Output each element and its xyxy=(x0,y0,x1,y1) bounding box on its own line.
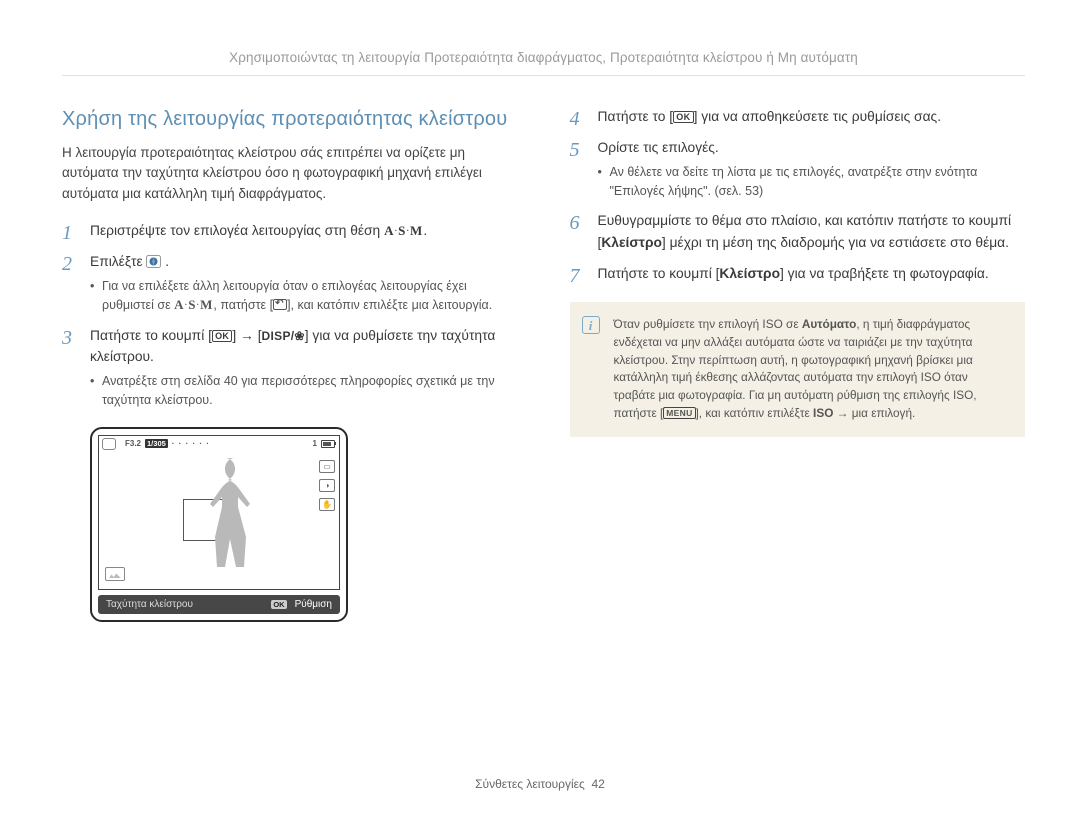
ok-icon: OK xyxy=(271,600,286,609)
step-2-sub: Για να επιλέξετε άλλη λειτουργία όταν ο … xyxy=(90,277,518,316)
lcd-bottom-bar: Ταχύτητα κλείστρου OK Ρύθμιση xyxy=(98,595,340,614)
ok-icon: OK xyxy=(673,111,693,123)
step-3: Πατήστε το κουμπί [OK] → [DISP/❀] για να… xyxy=(62,325,518,409)
step-5: Ορίστε τις επιλογές. Αν θέλετε να δείτε … xyxy=(570,137,1026,200)
shutter-mode-icon xyxy=(146,255,161,268)
menu-icon: MENU xyxy=(663,407,695,419)
asm-icon: A·S·M xyxy=(384,223,423,238)
person-silhouette-icon xyxy=(190,454,260,574)
lcd-side-icon-3: ✋ xyxy=(319,498,335,511)
lcd-shutter: 1/305 xyxy=(145,439,168,448)
step-2: Επιλέξτε . Για να επιλέξετε άλλη λειτουρ… xyxy=(62,251,518,315)
page-footer: Σύνθετες λειτουργίες 42 xyxy=(0,777,1080,791)
info-note: i Όταν ρυθμίσετε την επιλογή ISO σε Αυτό… xyxy=(570,302,1026,436)
disp-label: DISP/❀ xyxy=(262,329,305,343)
lcd-count: 1 xyxy=(313,439,317,448)
lcd-side-icon-1: ▭ xyxy=(319,460,335,473)
step-4: Πατήστε το [OK] για να αποθηκεύσετε τις … xyxy=(570,106,1026,127)
step-5-sub: Αν θέλετε να δείτε τη λίστα με τις επιλο… xyxy=(598,163,1026,201)
step-1: Περιστρέψτε τον επιλογέα λειτουργίας στη… xyxy=(62,220,518,241)
intro-text: Η λειτουργία προτεραιότητας κλείστρου σά… xyxy=(62,143,518,204)
camera-lcd-illustration: F3.2 1/305 · · · · · · 1 ▭ ◑ ✋ xyxy=(90,427,348,622)
lcd-aperture: F3.2 xyxy=(125,439,141,448)
header-line: Χρησιμοποιώντας τη λειτουργία Προτεραιότ… xyxy=(62,50,1025,76)
back-icon xyxy=(273,299,287,310)
step-7: Πατήστε το κουμπί [Κλείστρο] για να τραβ… xyxy=(570,263,1026,284)
asm-icon: A·S·M xyxy=(174,297,213,312)
ok-icon: OK xyxy=(212,330,232,342)
step-3-sub: Ανατρέξτε στη σελίδα 40 για περισσότερες… xyxy=(90,372,518,410)
lcd-exposure-scale: · · · · · · xyxy=(172,439,210,448)
battery-icon xyxy=(321,440,335,448)
section-title: Χρήση της λειτουργίας προτεραιότητας κλε… xyxy=(62,106,518,133)
lcd-side-icon-2: ◑ xyxy=(319,479,335,492)
histogram-icon xyxy=(105,567,125,581)
info-icon: i xyxy=(582,316,600,334)
step-6: Ευθυγραμμίστε το θέμα στο πλαίσιο, και κ… xyxy=(570,210,1026,253)
